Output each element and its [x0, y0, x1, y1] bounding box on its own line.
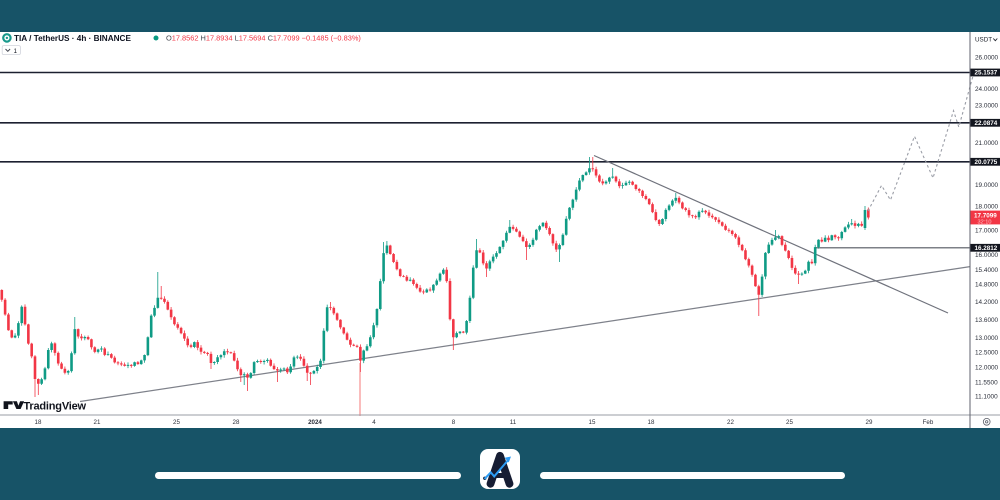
svg-text:22: 22 [727, 419, 734, 426]
svg-text:O17.8562 H17.8934 L17.5694 C17: O17.8562 H17.8934 L17.5694 C17.7099 −0.1… [166, 34, 361, 43]
svg-text:24.0000: 24.0000 [975, 86, 999, 93]
svg-text:USDT: USDT [975, 37, 992, 44]
svg-text:13.6000: 13.6000 [975, 317, 999, 324]
svg-text:25: 25 [173, 419, 180, 426]
svg-text:23.0000: 23.0000 [975, 103, 999, 110]
svg-text:29: 29 [866, 419, 873, 426]
svg-text:14.8000: 14.8000 [975, 282, 999, 289]
svg-text:20.0775: 20.0775 [975, 159, 998, 166]
svg-text:15.4000: 15.4000 [975, 267, 999, 274]
svg-text:11: 11 [510, 419, 517, 426]
svg-text:11.1000: 11.1000 [975, 394, 998, 401]
svg-text:11.5500: 11.5500 [975, 380, 998, 387]
svg-text:18: 18 [35, 419, 42, 426]
svg-text:17.0000: 17.0000 [975, 228, 999, 235]
svg-text:12.0000: 12.0000 [975, 365, 999, 372]
svg-text:18.0000: 18.0000 [975, 204, 999, 211]
svg-text:21.0000: 21.0000 [975, 140, 999, 147]
svg-text:13.0000: 13.0000 [975, 335, 999, 342]
svg-text:28: 28 [233, 419, 240, 426]
svg-text:32:10: 32:10 [978, 220, 992, 226]
svg-text:14.2000: 14.2000 [975, 299, 999, 306]
svg-text:26.0000: 26.0000 [975, 55, 999, 62]
svg-text:22.0874: 22.0874 [975, 120, 998, 127]
svg-text:2024: 2024 [308, 419, 322, 426]
svg-text:TradingView: TradingView [24, 400, 87, 412]
svg-text:19.0000: 19.0000 [975, 182, 999, 189]
svg-text:25: 25 [786, 419, 793, 426]
svg-text:25.1537: 25.1537 [975, 70, 998, 77]
svg-text:12.5000: 12.5000 [975, 350, 999, 357]
svg-text:16.2812: 16.2812 [975, 245, 998, 252]
svg-text:17.7099: 17.7099 [974, 212, 997, 219]
svg-text:18: 18 [648, 419, 655, 426]
svg-text:15: 15 [589, 419, 596, 426]
svg-text:21: 21 [94, 419, 101, 426]
svg-text:1: 1 [14, 48, 18, 55]
svg-text:16.0000: 16.0000 [975, 252, 999, 259]
svg-text:8: 8 [452, 419, 456, 426]
svg-text:4: 4 [372, 419, 376, 426]
svg-text:Feb: Feb [923, 419, 934, 426]
svg-text:TIA / TetherUS · 4h · BINANCE: TIA / TetherUS · 4h · BINANCE [14, 34, 131, 43]
